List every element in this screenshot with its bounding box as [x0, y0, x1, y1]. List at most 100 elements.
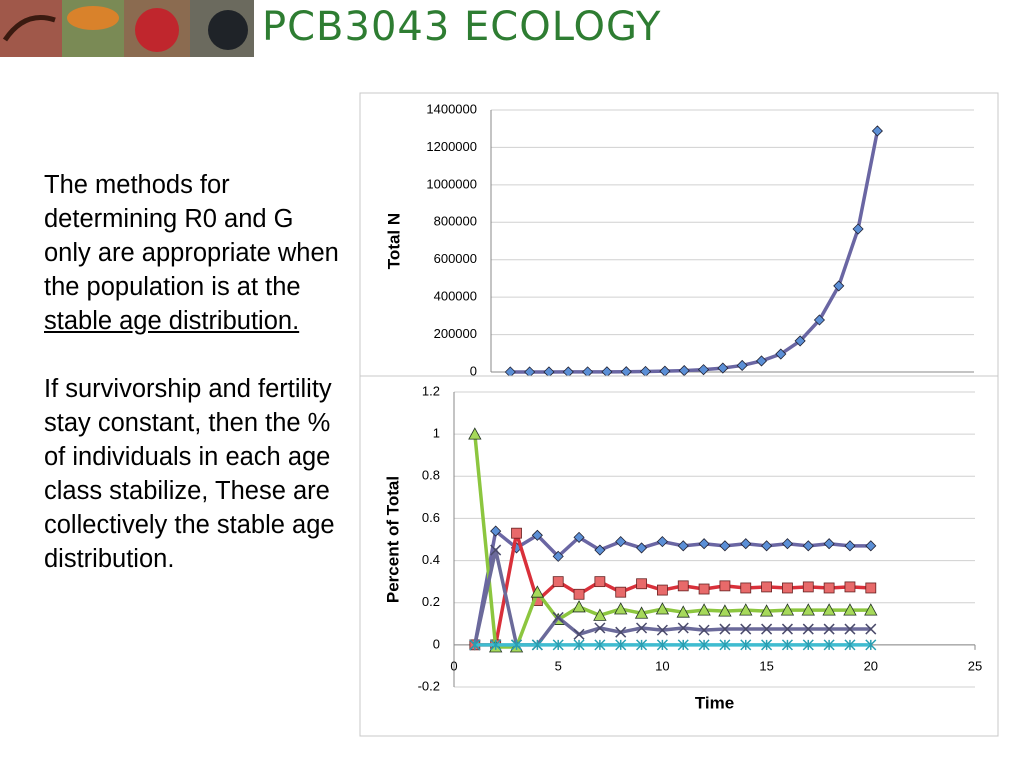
marker [871, 125, 883, 137]
marker [510, 639, 523, 651]
marker [490, 544, 502, 556]
marker [656, 624, 668, 636]
text: The methods for determining R0 and G onl… [44, 171, 339, 301]
marker [634, 606, 649, 619]
marker [761, 623, 773, 635]
y-axis-title: Percent of Total [383, 476, 402, 603]
marker [761, 639, 773, 651]
marker [740, 639, 752, 651]
marker [833, 280, 845, 292]
marker [656, 639, 668, 651]
y-tick-label: 0.8 [422, 468, 440, 483]
marker [844, 540, 856, 552]
y-tick-label: 0.2 [422, 594, 440, 609]
marker [552, 611, 564, 623]
marker [865, 582, 877, 594]
y-tick-label: 600000 [434, 251, 477, 266]
marker [739, 603, 753, 616]
marker [531, 529, 543, 541]
y-tick-label: 1 [433, 426, 440, 441]
marker [490, 639, 502, 651]
y-tick-label: 1000000 [426, 176, 477, 191]
y-tick-label: 1200000 [426, 139, 477, 154]
paragraph: The methods for determining R0 and G onl… [44, 168, 344, 338]
marker [636, 578, 647, 590]
marker [755, 355, 768, 367]
marker [552, 576, 564, 588]
marker [656, 536, 668, 548]
marker [573, 628, 585, 640]
x-tick-label: 5 [555, 658, 562, 673]
marker [573, 639, 585, 651]
marker [698, 538, 710, 550]
marker [677, 580, 689, 592]
marker [698, 583, 710, 595]
marker [636, 639, 648, 651]
chart-background [359, 375, 999, 737]
marker [843, 603, 857, 616]
series-line [473, 548, 871, 647]
marker [552, 550, 564, 562]
x-axis-title: Time [695, 693, 734, 712]
marker [740, 538, 752, 550]
marker [844, 639, 856, 651]
marker [740, 582, 752, 594]
marker [719, 540, 731, 552]
marker [865, 540, 877, 552]
marker [802, 623, 814, 635]
marker [844, 623, 856, 635]
marker [635, 542, 648, 554]
marker [736, 359, 748, 372]
marker [677, 639, 689, 651]
x-tick-label: 0 [450, 658, 457, 673]
marker [844, 581, 856, 593]
marker [823, 623, 835, 635]
marker [781, 538, 794, 550]
marker [719, 623, 731, 635]
marker [852, 223, 864, 235]
marker [615, 639, 627, 651]
y-tick-label: 1400000 [426, 101, 477, 116]
marker [698, 624, 710, 636]
marker [775, 348, 787, 360]
marker [676, 605, 690, 618]
marker [594, 622, 606, 634]
marker [740, 623, 752, 635]
marker [593, 608, 607, 621]
marker [781, 623, 793, 635]
marker [717, 362, 729, 374]
marker [530, 585, 545, 598]
marker [490, 525, 502, 537]
marker [794, 335, 806, 347]
marker [697, 603, 711, 616]
marker [594, 544, 606, 556]
marker [865, 639, 877, 651]
marker [531, 639, 543, 651]
y-axis-title: Total N [384, 213, 403, 269]
photo-detail [135, 8, 179, 52]
marker [697, 364, 710, 376]
marker [573, 588, 585, 600]
marker [572, 600, 586, 613]
y-tick-label: 200000 [434, 326, 477, 341]
marker [719, 639, 731, 651]
marker [636, 622, 648, 634]
marker [657, 584, 668, 596]
marker [594, 639, 606, 651]
marker [615, 536, 627, 548]
marker [552, 639, 564, 651]
marker [718, 604, 732, 617]
marker [823, 582, 835, 594]
chart: -0.2 0 0.2 0.4 0.6 0.8 1 1.2 0 5 10 15 20 25 Percent o… [359, 375, 999, 737]
x-tick-label: 10 [655, 658, 669, 673]
x-tick-label: 25 [968, 658, 982, 673]
marker [698, 639, 710, 651]
x-tick-label: 15 [759, 658, 773, 673]
marker [761, 540, 773, 552]
marker [511, 527, 522, 539]
marker [759, 604, 774, 617]
photo-detail [2, 15, 56, 42]
marker [780, 603, 795, 616]
slide-title: PCB3043 ECOLOGY [262, 4, 662, 50]
